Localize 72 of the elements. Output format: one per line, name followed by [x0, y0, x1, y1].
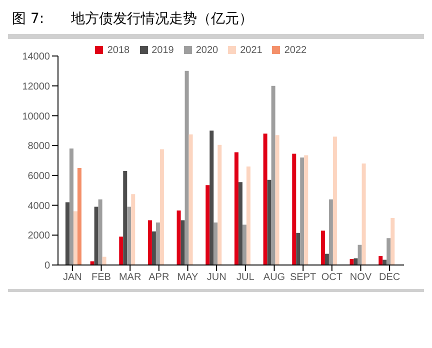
bar: [350, 259, 354, 265]
bar: [246, 166, 250, 265]
bar: [263, 134, 268, 265]
x-tick-label: MAY: [177, 272, 199, 284]
bar: [188, 134, 193, 265]
bar: [127, 206, 132, 265]
bar: [98, 199, 102, 265]
y-tick-label: 6000: [28, 170, 50, 182]
bar: [304, 155, 308, 265]
x-tick-label: JUN: [206, 272, 226, 284]
bar: [180, 220, 185, 265]
bar: [358, 244, 362, 265]
bar: [119, 236, 124, 265]
bar: [267, 180, 272, 265]
y-tick-label: 4000: [28, 200, 50, 212]
x-tick-label: SEPT: [290, 272, 316, 284]
bar: [218, 144, 222, 265]
bar: [148, 220, 152, 265]
bar: [238, 182, 242, 265]
bar: [69, 148, 74, 265]
bar: [324, 254, 329, 265]
bar: [328, 199, 333, 265]
y-tick-label: 0: [44, 260, 50, 272]
chart-title: 图 7: 地方债发行情况走势（亿元）: [8, 8, 424, 39]
bar: [77, 168, 82, 265]
legend-label: 2018: [107, 45, 130, 56]
legend-label: 2022: [284, 45, 307, 56]
bar: [234, 152, 238, 265]
bar: [184, 70, 189, 265]
bar: [320, 230, 325, 265]
bar: [94, 206, 98, 265]
bar: [176, 210, 181, 265]
y-tick-label: 12000: [22, 81, 50, 92]
x-tick-label: OCT: [321, 272, 342, 284]
bar: [73, 211, 78, 265]
y-tick-label: 10000: [22, 111, 50, 122]
legend-label: 2019: [152, 45, 174, 56]
y-tick-label: 8000: [28, 141, 50, 152]
x-tick-label: MAR: [118, 272, 142, 284]
bar: [206, 185, 210, 265]
bar: [160, 149, 164, 265]
x-tick-label: DEC: [379, 272, 400, 284]
bar: [214, 222, 218, 265]
bar: [296, 232, 300, 265]
legend-label: 2020: [196, 45, 218, 56]
bar: [152, 231, 156, 265]
bar: [156, 222, 160, 265]
bar: [362, 163, 366, 265]
bar: [390, 218, 395, 265]
y-tick-label: 14000: [22, 52, 50, 63]
legend-label: 2021: [240, 45, 262, 56]
bar: [210, 130, 214, 265]
x-tick-label: APR: [148, 272, 170, 284]
x-tick-label: FEB: [92, 272, 112, 284]
x-tick-label: NOV: [350, 272, 372, 284]
x-tick-label: JAN: [62, 272, 82, 284]
y-tick-label: 2000: [28, 230, 50, 242]
x-tick-label: AUG: [263, 272, 286, 284]
bar: [131, 194, 136, 265]
bar: [378, 256, 383, 265]
bar: [242, 224, 246, 265]
bar: [102, 256, 106, 265]
bar: [275, 135, 280, 265]
bar: [332, 136, 337, 265]
bar: [300, 158, 304, 265]
bar: [292, 154, 296, 265]
x-tick-label: JUL: [236, 272, 255, 284]
bar: [271, 86, 276, 265]
bar: [386, 238, 391, 265]
bar: [65, 202, 70, 265]
bar: [354, 258, 358, 265]
bar: [123, 170, 128, 265]
